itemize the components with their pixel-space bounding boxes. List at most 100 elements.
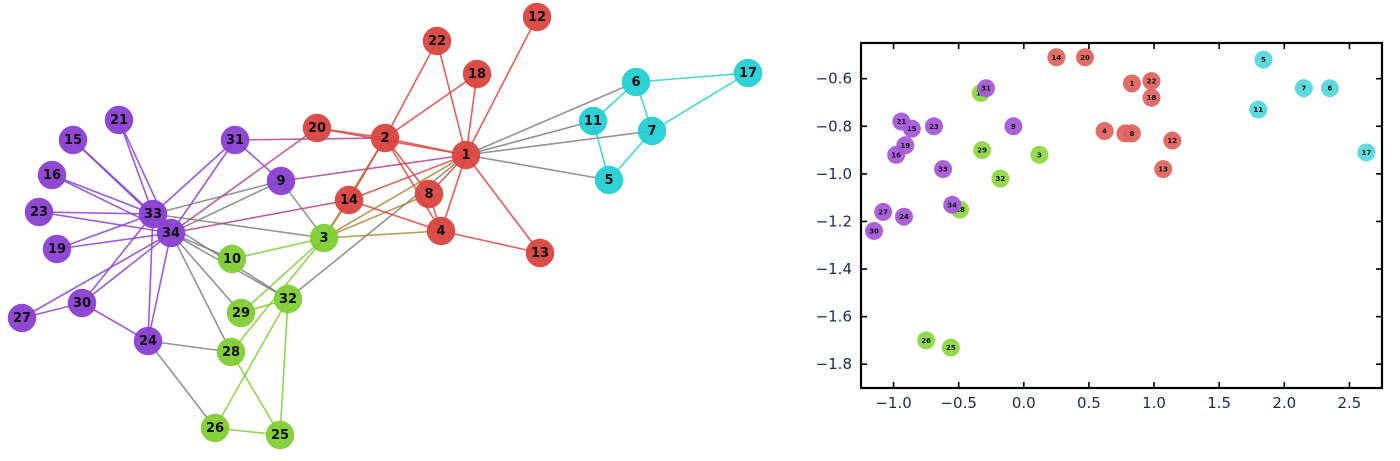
graph-node-circle[interactable]	[265, 420, 295, 450]
graph-node-21[interactable]: 21	[104, 105, 134, 135]
scatter-point-14[interactable]: 14	[1047, 48, 1066, 67]
graph-node-circle[interactable]	[621, 67, 651, 97]
graph-node-9[interactable]: 9	[266, 166, 296, 196]
graph-node-circle[interactable]	[217, 244, 247, 274]
scatter-point-3[interactable]: 3	[1030, 145, 1049, 164]
scatter-marker[interactable]	[924, 117, 943, 136]
graph-node-circle[interactable]	[37, 160, 67, 190]
graph-node-circle[interactable]	[578, 106, 608, 136]
scatter-marker[interactable]	[943, 195, 962, 214]
graph-node-circle[interactable]	[273, 284, 303, 314]
scatter-point-13[interactable]: 13	[1154, 160, 1173, 179]
scatter-point-7[interactable]: 7	[1294, 79, 1313, 98]
scatter-marker[interactable]	[1122, 74, 1141, 93]
scatter-point-29[interactable]: 29	[973, 141, 992, 160]
graph-node-28[interactable]: 28	[216, 337, 246, 367]
graph-node-6[interactable]: 6	[621, 67, 651, 97]
scatter-point-26[interactable]: 26	[917, 331, 936, 350]
graph-node-24[interactable]: 24	[133, 326, 163, 356]
scatter-marker[interactable]	[941, 338, 960, 357]
scatter-point-24[interactable]: 24	[894, 207, 913, 226]
graph-node-23[interactable]: 23	[24, 197, 54, 227]
graph-node-29[interactable]: 29	[226, 298, 256, 328]
scatter-marker[interactable]	[874, 202, 893, 221]
graph-node-circle[interactable]	[462, 59, 492, 89]
scatter-marker[interactable]	[991, 169, 1010, 188]
graph-node-circle[interactable]	[133, 326, 163, 356]
graph-node-15[interactable]: 15	[58, 125, 88, 155]
scatter-marker[interactable]	[1154, 160, 1173, 179]
scatter-marker[interactable]	[1030, 145, 1049, 164]
scatter-marker[interactable]	[1249, 100, 1268, 119]
graph-node-12[interactable]: 12	[522, 2, 552, 32]
graph-node-circle[interactable]	[42, 234, 72, 264]
graph-node-circle[interactable]	[522, 2, 552, 32]
scatter-marker[interactable]	[892, 112, 911, 131]
graph-node-circle[interactable]	[525, 238, 555, 268]
scatter-marker[interactable]	[1142, 72, 1161, 91]
scatter-point-25[interactable]: 25	[941, 338, 960, 357]
graph-node-22[interactable]: 22	[422, 26, 452, 56]
scatter-point-17[interactable]: 17	[1357, 143, 1376, 162]
graph-node-circle[interactable]	[138, 199, 168, 229]
graph-node-circle[interactable]	[156, 218, 186, 248]
scatter-marker[interactable]	[894, 207, 913, 226]
graph-node-5[interactable]: 5	[594, 165, 624, 195]
graph-node-circle[interactable]	[370, 123, 400, 153]
graph-node-30[interactable]: 30	[67, 288, 97, 318]
scatter-marker[interactable]	[1076, 48, 1095, 67]
scatter-point-31[interactable]: 31	[977, 79, 996, 98]
graph-node-circle[interactable]	[216, 337, 246, 367]
graph-node-circle[interactable]	[67, 288, 97, 318]
graph-node-circle[interactable]	[220, 125, 250, 155]
scatter-point-20[interactable]: 20	[1076, 48, 1095, 67]
graph-node-26[interactable]: 26	[200, 413, 230, 443]
graph-node-4[interactable]: 4	[426, 216, 456, 246]
graph-node-19[interactable]: 19	[42, 234, 72, 264]
scatter-point-23[interactable]: 23	[924, 117, 943, 136]
graph-node-circle[interactable]	[7, 303, 37, 333]
graph-node-circle[interactable]	[334, 185, 364, 215]
graph-node-circle[interactable]	[451, 140, 481, 170]
graph-node-circle[interactable]	[733, 58, 763, 88]
graph-node-circle[interactable]	[637, 116, 667, 146]
scatter-marker[interactable]	[1047, 48, 1066, 67]
graph-node-7[interactable]: 7	[637, 116, 667, 146]
graph-node-18[interactable]: 18	[462, 59, 492, 89]
graph-node-circle[interactable]	[226, 298, 256, 328]
scatter-marker[interactable]	[917, 331, 936, 350]
scatter-marker[interactable]	[1320, 79, 1339, 98]
graph-node-16[interactable]: 16	[37, 160, 67, 190]
graph-node-circle[interactable]	[309, 223, 339, 253]
scatter-marker[interactable]	[934, 160, 953, 179]
scatter-marker[interactable]	[896, 136, 915, 155]
scatter-point-32[interactable]: 32	[991, 169, 1010, 188]
graph-node-circle[interactable]	[414, 179, 444, 209]
scatter-marker[interactable]	[1095, 122, 1114, 141]
graph-node-32[interactable]: 32	[273, 284, 303, 314]
scatter-point-4[interactable]: 4	[1095, 122, 1114, 141]
graph-node-25[interactable]: 25	[265, 420, 295, 450]
scatter-marker[interactable]	[865, 221, 884, 240]
scatter-point-21[interactable]: 21	[892, 112, 911, 131]
scatter-marker[interactable]	[973, 141, 992, 160]
graph-node-circle[interactable]	[266, 166, 296, 196]
scatter-point-18[interactable]: 18	[1142, 88, 1161, 107]
graph-node-1[interactable]: 1	[451, 140, 481, 170]
scatter-marker[interactable]	[1142, 88, 1161, 107]
scatter-marker[interactable]	[977, 79, 996, 98]
scatter-marker[interactable]	[1254, 50, 1273, 69]
graph-node-circle[interactable]	[200, 413, 230, 443]
graph-node-circle[interactable]	[24, 197, 54, 227]
graph-node-circle[interactable]	[426, 216, 456, 246]
graph-node-2[interactable]: 2	[370, 123, 400, 153]
graph-node-10[interactable]: 10	[217, 244, 247, 274]
graph-node-14[interactable]: 14	[334, 185, 364, 215]
scatter-point-30[interactable]: 30	[865, 221, 884, 240]
graph-node-11[interactable]: 11	[578, 106, 608, 136]
graph-node-13[interactable]: 13	[525, 238, 555, 268]
graph-node-8[interactable]: 8	[414, 179, 444, 209]
scatter-marker[interactable]	[1122, 124, 1141, 143]
scatter-point-27[interactable]: 27	[874, 202, 893, 221]
graph-node-circle[interactable]	[302, 113, 332, 143]
